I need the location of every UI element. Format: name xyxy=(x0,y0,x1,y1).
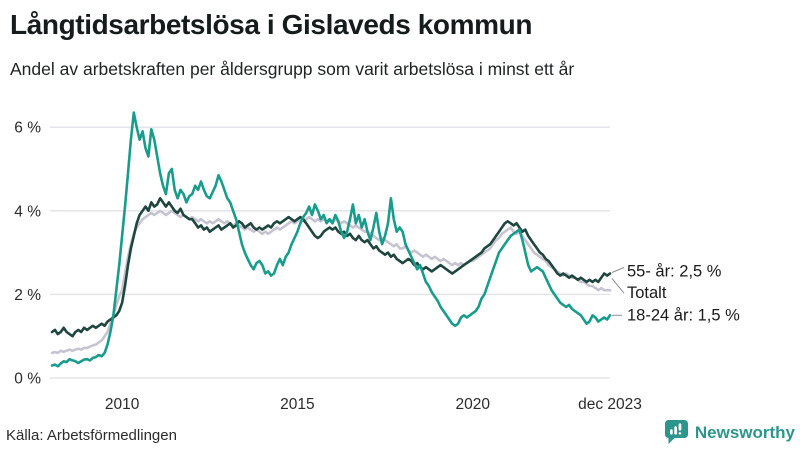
x-axis-tick-label: 2020 xyxy=(455,396,490,413)
annotation-connector xyxy=(611,267,625,273)
x-axis-tick-label: 2015 xyxy=(280,396,314,413)
x-axis-tick-label: 2010 xyxy=(105,396,140,413)
brand-logo: Newsworthy xyxy=(664,420,795,445)
source-credit: Källa: Arbetsförmedlingen xyxy=(6,427,177,444)
page-subtitle: Andel av arbetskraften per åldersgrupp s… xyxy=(10,59,575,79)
series-line-55-år xyxy=(50,197,612,338)
y-axis-tick-label: 0 % xyxy=(14,371,41,388)
newsworthy-bar-chart-icon xyxy=(664,420,688,444)
series-end-label: 18-24 år: 1,5 % xyxy=(627,306,740,324)
brand-name: Newsworthy xyxy=(694,422,795,442)
series-end-label: 55- år: 2,5 % xyxy=(627,263,722,281)
y-axis-tick-label: 4 % xyxy=(14,203,41,220)
series-line-18-24-år xyxy=(50,111,612,368)
y-axis-tick-label: 2 % xyxy=(14,287,41,304)
annotation-connector xyxy=(611,278,625,294)
x-axis-tick-label: dec 2023 xyxy=(578,396,642,413)
page-title: Långtidsarbetslösa i Gislaveds kommun xyxy=(10,9,533,40)
series-end-label: Totalt xyxy=(627,284,667,302)
y-axis-tick-label: 6 % xyxy=(14,120,41,137)
